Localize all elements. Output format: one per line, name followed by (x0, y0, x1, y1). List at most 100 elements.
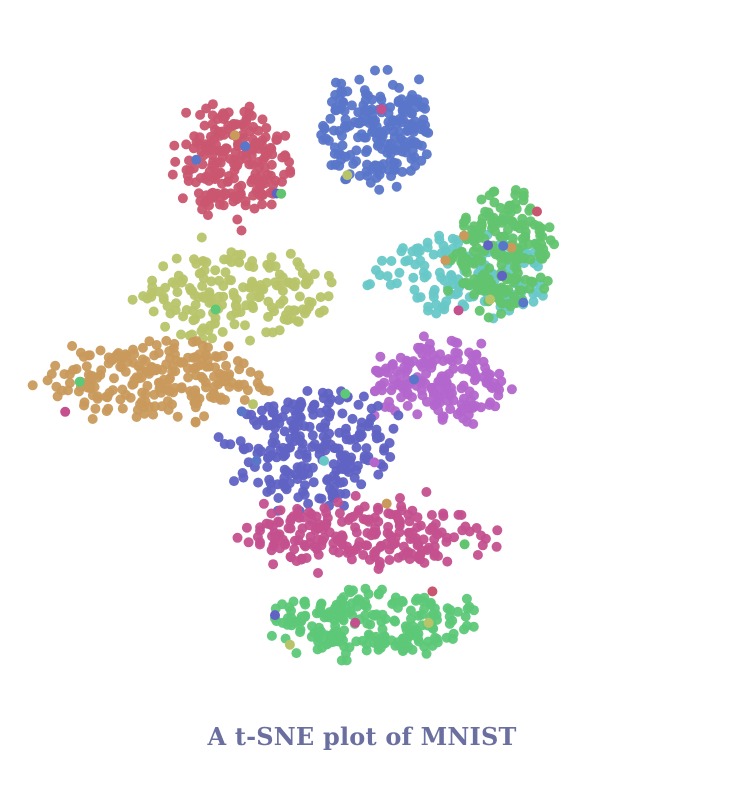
scatter-point-cluster-3 (497, 298, 508, 309)
scatter-point-cluster-2 (400, 256, 411, 267)
scatter-point-cluster-7 (262, 462, 273, 472)
scatter-point-cluster-7 (349, 472, 360, 483)
scatter-point-cluster-6 (402, 400, 413, 411)
scatter-point-cluster-5 (81, 361, 92, 372)
scatter-point-cluster-6 (437, 414, 448, 425)
scatter-point-cluster-7 (331, 474, 341, 485)
data-points (27, 64, 560, 666)
scatter-point-cluster-1 (326, 96, 337, 107)
scatter-point-cluster-9 (410, 595, 421, 606)
scatter-point-cluster-2 (365, 279, 375, 290)
scatter-point-cluster-5 (64, 378, 75, 388)
scatter-point-cluster-5 (168, 387, 179, 398)
scatter-point-cluster-4 (274, 280, 285, 291)
scatter-point-cluster-0 (188, 143, 199, 154)
scatter-point-outlier (532, 206, 542, 217)
scatter-point-cluster-4 (160, 321, 171, 332)
scatter-point-cluster-7 (373, 469, 384, 480)
scatter-point-cluster-5 (172, 411, 183, 422)
scatter-point-cluster-9 (452, 606, 463, 617)
scatter-point-cluster-1 (367, 127, 378, 137)
scatter-point-outlier (284, 639, 295, 650)
scatter-point-cluster-5 (218, 350, 228, 361)
scatter-point-outlier (409, 374, 420, 385)
scatter-point-cluster-2 (377, 255, 387, 266)
scatter-point-cluster-8 (430, 548, 441, 559)
scatter-point-cluster-4 (246, 292, 257, 303)
scatter-point-cluster-7 (371, 424, 382, 435)
scatter-point-cluster-1 (414, 74, 424, 85)
scatter-point-cluster-7 (243, 457, 254, 468)
scatter-point-outlier (223, 341, 234, 352)
scatter-point-cluster-4 (146, 287, 157, 298)
scatter-point-cluster-7 (295, 412, 306, 423)
scatter-point-cluster-9 (459, 624, 469, 635)
scatter-point-cluster-9 (411, 625, 422, 636)
scatter-point-cluster-4 (234, 257, 245, 268)
scatter-point-cluster-5 (221, 360, 231, 371)
scatter-point-cluster-5 (161, 335, 172, 346)
scatter-point-cluster-8 (442, 532, 452, 543)
scatter-point-cluster-0 (184, 155, 194, 166)
scatter-point-cluster-4 (190, 299, 201, 310)
scatter-point-cluster-0 (195, 109, 206, 120)
scatter-point-outlier (240, 141, 251, 152)
scatter-point-cluster-5 (239, 379, 249, 390)
scatter-point-cluster-7 (373, 401, 383, 411)
scatter-point-cluster-1 (319, 123, 330, 134)
scatter-point-cluster-4 (258, 284, 269, 295)
scatter-point-cluster-7 (267, 406, 278, 417)
scatter-point-cluster-8 (382, 528, 393, 538)
scatter-point-outlier (248, 399, 258, 410)
scatter-point-cluster-4 (292, 257, 303, 268)
scatter-point-cluster-6 (418, 331, 429, 342)
scatter-point-cluster-5 (117, 384, 128, 395)
scatter-point-cluster-0 (267, 149, 278, 160)
scatter-point-cluster-8 (353, 541, 364, 552)
scatter-point-cluster-1 (362, 145, 373, 155)
scatter-point-cluster-1 (362, 107, 373, 118)
scatter-point-cluster-4 (220, 267, 231, 278)
scatter-point-cluster-7 (264, 474, 275, 485)
scatter-point-cluster-3 (476, 194, 487, 205)
scatter-point-cluster-5 (79, 400, 89, 411)
scatter-point-cluster-9 (390, 616, 401, 627)
scatter-point-cluster-8 (241, 522, 252, 533)
scatter-point-cluster-5 (129, 349, 140, 360)
scatter-point-cluster-8 (337, 538, 348, 549)
scatter-point-cluster-0 (266, 159, 277, 170)
scatter-point-cluster-5 (149, 401, 160, 412)
scatter-point-cluster-1 (382, 64, 393, 75)
scatter-point-cluster-7 (299, 489, 310, 500)
scatter-point-cluster-5 (135, 399, 145, 410)
scatter-point-cluster-6 (402, 387, 413, 398)
scatter-point-cluster-7 (307, 430, 318, 441)
scatter-point-cluster-2 (382, 271, 393, 282)
scatter-point-cluster-1 (421, 149, 432, 160)
scatter-point-cluster-7 (307, 462, 318, 473)
scatter-point-cluster-7 (213, 432, 224, 443)
scatter-point-cluster-4 (288, 305, 299, 316)
scatter-point-cluster-4 (315, 292, 326, 303)
scatter-point-cluster-4 (267, 327, 278, 338)
scatter-point-cluster-9 (413, 633, 424, 644)
scatter-point-cluster-0 (221, 143, 232, 154)
scatter-point-outlier (340, 388, 351, 399)
scatter-point-cluster-8 (393, 552, 404, 563)
scatter-point-cluster-0 (248, 121, 259, 132)
scatter-point-cluster-1 (374, 184, 385, 195)
scatter-point-cluster-4 (278, 295, 289, 306)
scatter-point-cluster-7 (358, 391, 369, 402)
scatter-point-cluster-4 (318, 305, 329, 316)
scatter-point-cluster-0 (209, 162, 220, 173)
scatter-point-cluster-7 (341, 423, 351, 434)
scatter-point-cluster-9 (316, 598, 327, 609)
scatter-point-cluster-8 (289, 544, 300, 555)
scatter-point-cluster-3 (480, 206, 491, 217)
scatter-point-cluster-0 (207, 99, 218, 110)
scatter-point-cluster-1 (361, 166, 372, 177)
scatter-point-cluster-7 (271, 452, 282, 463)
scatter-point-cluster-8 (337, 516, 347, 527)
scatter-point-cluster-8 (456, 510, 467, 520)
scatter-point-cluster-7 (297, 461, 307, 472)
